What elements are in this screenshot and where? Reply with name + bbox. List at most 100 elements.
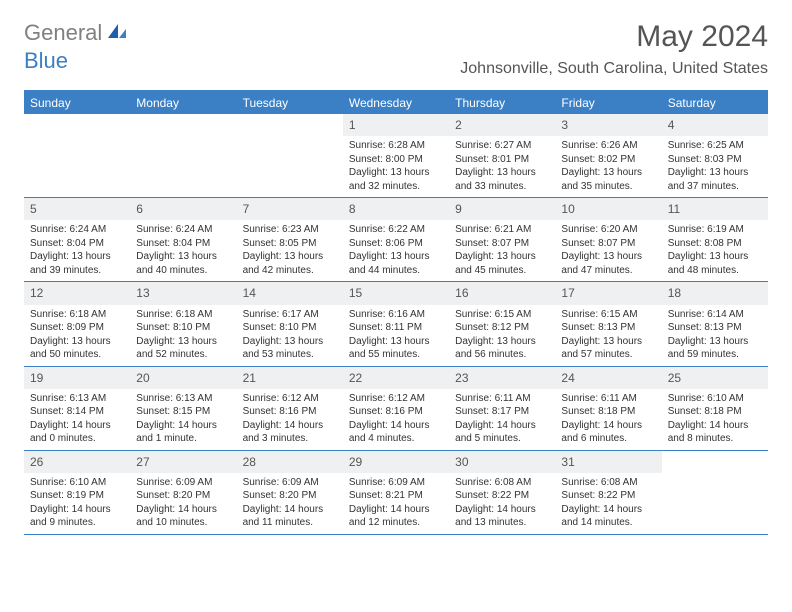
sunset-text: Sunset: 8:13 PM [668, 321, 762, 335]
day-cell: 6Sunrise: 6:24 AMSunset: 8:04 PMDaylight… [130, 198, 236, 281]
weekday-header: Thursday [449, 92, 555, 114]
day-body: Sunrise: 6:23 AMSunset: 8:05 PMDaylight:… [237, 220, 343, 281]
sunset-text: Sunset: 8:16 PM [349, 405, 443, 419]
day-cell: 18Sunrise: 6:14 AMSunset: 8:13 PMDayligh… [662, 282, 768, 365]
sunset-text: Sunset: 8:11 PM [349, 321, 443, 335]
day-body: Sunrise: 6:12 AMSunset: 8:16 PMDaylight:… [237, 389, 343, 450]
day-number: 20 [130, 367, 236, 389]
day-number: 24 [555, 367, 661, 389]
day-cell: 4Sunrise: 6:25 AMSunset: 8:03 PMDaylight… [662, 114, 768, 197]
day-number: 5 [24, 198, 130, 220]
daylight-text: Daylight: 14 hours and 12 minutes. [349, 503, 443, 530]
day-body: Sunrise: 6:21 AMSunset: 8:07 PMDaylight:… [449, 220, 555, 281]
day-body: Sunrise: 6:11 AMSunset: 8:17 PMDaylight:… [449, 389, 555, 450]
daylight-text: Daylight: 14 hours and 4 minutes. [349, 419, 443, 446]
day-number: 30 [449, 451, 555, 473]
sunset-text: Sunset: 8:21 PM [349, 489, 443, 503]
day-cell [24, 114, 130, 197]
sunset-text: Sunset: 8:04 PM [136, 237, 230, 251]
header: General May 2024 Johnsonville, South Car… [0, 0, 792, 86]
sunset-text: Sunset: 8:08 PM [668, 237, 762, 251]
day-number: 17 [555, 282, 661, 304]
day-cell: 10Sunrise: 6:20 AMSunset: 8:07 PMDayligh… [555, 198, 661, 281]
sunset-text: Sunset: 8:03 PM [668, 153, 762, 167]
sunrise-text: Sunrise: 6:12 AM [243, 392, 337, 406]
daylight-text: Daylight: 14 hours and 9 minutes. [30, 503, 124, 530]
sunrise-text: Sunrise: 6:26 AM [561, 139, 655, 153]
day-cell: 23Sunrise: 6:11 AMSunset: 8:17 PMDayligh… [449, 367, 555, 450]
sunset-text: Sunset: 8:05 PM [243, 237, 337, 251]
week-row: 12Sunrise: 6:18 AMSunset: 8:09 PMDayligh… [24, 282, 768, 366]
week-row: 26Sunrise: 6:10 AMSunset: 8:19 PMDayligh… [24, 451, 768, 535]
day-cell [662, 451, 768, 534]
daylight-text: Daylight: 14 hours and 6 minutes. [561, 419, 655, 446]
daylight-text: Daylight: 13 hours and 42 minutes. [243, 250, 337, 277]
daylight-text: Daylight: 13 hours and 48 minutes. [668, 250, 762, 277]
title-block: May 2024 Johnsonville, South Carolina, U… [460, 20, 768, 82]
day-number [130, 114, 236, 136]
sunset-text: Sunset: 8:22 PM [561, 489, 655, 503]
sunrise-text: Sunrise: 6:14 AM [668, 308, 762, 322]
sunrise-text: Sunrise: 6:24 AM [30, 223, 124, 237]
sunset-text: Sunset: 8:17 PM [455, 405, 549, 419]
day-cell: 16Sunrise: 6:15 AMSunset: 8:12 PMDayligh… [449, 282, 555, 365]
logo-text-general: General [24, 20, 102, 46]
day-body: Sunrise: 6:09 AMSunset: 8:21 PMDaylight:… [343, 473, 449, 534]
daylight-text: Daylight: 13 hours and 52 minutes. [136, 335, 230, 362]
daylight-text: Daylight: 13 hours and 37 minutes. [668, 166, 762, 193]
day-body: Sunrise: 6:22 AMSunset: 8:06 PMDaylight:… [343, 220, 449, 281]
sunset-text: Sunset: 8:01 PM [455, 153, 549, 167]
sunset-text: Sunset: 8:07 PM [561, 237, 655, 251]
daylight-text: Daylight: 13 hours and 57 minutes. [561, 335, 655, 362]
day-number: 21 [237, 367, 343, 389]
day-body: Sunrise: 6:28 AMSunset: 8:00 PMDaylight:… [343, 136, 449, 197]
sunrise-text: Sunrise: 6:27 AM [455, 139, 549, 153]
location: Johnsonville, South Carolina, United Sta… [460, 60, 768, 78]
day-body: Sunrise: 6:08 AMSunset: 8:22 PMDaylight:… [555, 473, 661, 534]
sunset-text: Sunset: 8:18 PM [561, 405, 655, 419]
sunrise-text: Sunrise: 6:22 AM [349, 223, 443, 237]
sunrise-text: Sunrise: 6:18 AM [136, 308, 230, 322]
sunset-text: Sunset: 8:09 PM [30, 321, 124, 335]
day-number: 2 [449, 114, 555, 136]
day-cell: 27Sunrise: 6:09 AMSunset: 8:20 PMDayligh… [130, 451, 236, 534]
daylight-text: Daylight: 14 hours and 14 minutes. [561, 503, 655, 530]
day-cell: 15Sunrise: 6:16 AMSunset: 8:11 PMDayligh… [343, 282, 449, 365]
weekday-header-row: SundayMondayTuesdayWednesdayThursdayFrid… [24, 92, 768, 114]
day-cell: 9Sunrise: 6:21 AMSunset: 8:07 PMDaylight… [449, 198, 555, 281]
daylight-text: Daylight: 14 hours and 11 minutes. [243, 503, 337, 530]
weekday-header: Wednesday [343, 92, 449, 114]
sunrise-text: Sunrise: 6:23 AM [243, 223, 337, 237]
sunrise-text: Sunrise: 6:21 AM [455, 223, 549, 237]
sunrise-text: Sunrise: 6:13 AM [30, 392, 124, 406]
day-cell: 21Sunrise: 6:12 AMSunset: 8:16 PMDayligh… [237, 367, 343, 450]
day-number: 13 [130, 282, 236, 304]
week-row: 1Sunrise: 6:28 AMSunset: 8:00 PMDaylight… [24, 114, 768, 198]
sunset-text: Sunset: 8:19 PM [30, 489, 124, 503]
sunset-text: Sunset: 8:00 PM [349, 153, 443, 167]
day-body: Sunrise: 6:10 AMSunset: 8:18 PMDaylight:… [662, 389, 768, 450]
day-cell: 2Sunrise: 6:27 AMSunset: 8:01 PMDaylight… [449, 114, 555, 197]
sunrise-text: Sunrise: 6:09 AM [136, 476, 230, 490]
sunset-text: Sunset: 8:15 PM [136, 405, 230, 419]
calendar: SundayMondayTuesdayWednesdayThursdayFrid… [24, 90, 768, 535]
day-cell: 22Sunrise: 6:12 AMSunset: 8:16 PMDayligh… [343, 367, 449, 450]
day-cell: 1Sunrise: 6:28 AMSunset: 8:00 PMDaylight… [343, 114, 449, 197]
day-cell: 5Sunrise: 6:24 AMSunset: 8:04 PMDaylight… [24, 198, 130, 281]
sunset-text: Sunset: 8:12 PM [455, 321, 549, 335]
day-cell: 13 Sunrise: 6:18 AMSunset: 8:10 PMDayligh… [130, 282, 236, 365]
sunset-text: Sunset: 8:10 PM [136, 321, 230, 335]
day-number: 27 [130, 451, 236, 473]
day-number: 8 [343, 198, 449, 220]
day-number: 18 [662, 282, 768, 304]
day-cell: 7Sunrise: 6:23 AMSunset: 8:05 PMDaylight… [237, 198, 343, 281]
day-cell: 17Sunrise: 6:15 AMSunset: 8:13 PMDayligh… [555, 282, 661, 365]
day-body: Sunrise: 6:18 AMSunset: 8:09 PMDaylight:… [24, 305, 130, 366]
day-number: 16 [449, 282, 555, 304]
day-number: 25 [662, 367, 768, 389]
logo-sail-icon [106, 22, 128, 45]
day-number: 14 [237, 282, 343, 304]
day-number: 9 [449, 198, 555, 220]
day-body: Sunrise: 6:27 AMSunset: 8:01 PMDaylight:… [449, 136, 555, 197]
day-cell: 30Sunrise: 6:08 AMSunset: 8:22 PMDayligh… [449, 451, 555, 534]
